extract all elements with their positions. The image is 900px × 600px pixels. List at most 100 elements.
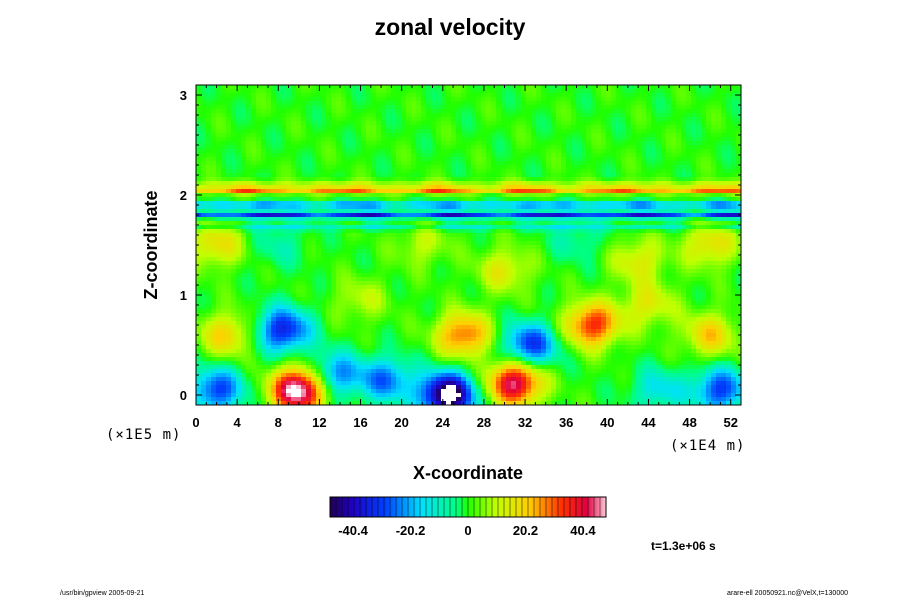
heatmap-cell bbox=[481, 361, 487, 366]
heatmap-cell bbox=[486, 341, 492, 346]
heatmap-cell bbox=[426, 317, 432, 322]
heatmap-cell bbox=[496, 393, 502, 398]
heatmap-cell bbox=[316, 373, 322, 378]
heatmap-cell bbox=[251, 317, 257, 322]
heatmap-cell bbox=[326, 145, 332, 150]
heatmap-cell bbox=[306, 369, 312, 374]
heatmap-cell bbox=[436, 173, 442, 178]
heatmap-cell bbox=[256, 125, 262, 130]
heatmap-cell bbox=[431, 205, 437, 210]
heatmap-cell bbox=[201, 197, 207, 202]
heatmap-cell bbox=[336, 233, 342, 238]
heatmap-cell bbox=[501, 389, 507, 394]
heatmap-cell bbox=[221, 345, 227, 350]
heatmap-cell bbox=[261, 317, 267, 322]
heatmap-cell bbox=[416, 157, 422, 162]
heatmap-cell bbox=[461, 209, 467, 214]
heatmap-cell bbox=[471, 245, 477, 250]
heatmap-cell bbox=[441, 181, 447, 186]
heatmap-cell bbox=[386, 245, 392, 250]
heatmap-cell bbox=[321, 357, 327, 362]
heatmap-cell bbox=[406, 305, 412, 310]
heatmap-cell bbox=[311, 249, 317, 254]
heatmap-cell bbox=[266, 313, 272, 318]
heatmap-cell bbox=[441, 297, 447, 302]
heatmap-cell bbox=[316, 313, 322, 318]
heatmap-cell bbox=[311, 129, 317, 134]
heatmap-cell bbox=[466, 133, 472, 138]
heatmap-cell bbox=[331, 257, 337, 262]
heatmap-cell bbox=[396, 369, 402, 374]
heatmap-cell bbox=[241, 169, 247, 174]
heatmap-cell bbox=[296, 361, 302, 366]
heatmap-cell bbox=[486, 137, 492, 142]
heatmap-cell bbox=[481, 233, 487, 238]
heatmap-cell bbox=[351, 89, 357, 94]
heatmap-cell bbox=[276, 113, 282, 118]
heatmap-cell bbox=[296, 357, 302, 362]
heatmap-cell bbox=[456, 141, 462, 146]
heatmap-cell bbox=[376, 189, 382, 194]
heatmap-cell bbox=[336, 261, 342, 266]
heatmap-cell bbox=[281, 377, 287, 382]
heatmap-cell bbox=[391, 93, 397, 98]
heatmap-cell bbox=[306, 205, 312, 210]
heatmap-cell bbox=[456, 317, 462, 322]
heatmap-cell bbox=[431, 89, 437, 94]
heatmap-cell bbox=[421, 145, 427, 150]
heatmap-cell bbox=[451, 161, 457, 166]
heatmap-cell bbox=[346, 401, 352, 405]
heatmap-cell bbox=[396, 173, 402, 178]
heatmap-cell bbox=[461, 125, 467, 130]
heatmap-cell bbox=[391, 117, 397, 122]
heatmap-cell bbox=[491, 353, 497, 358]
heatmap-cell bbox=[306, 121, 312, 126]
heatmap-cell bbox=[466, 177, 472, 182]
heatmap-cell bbox=[491, 309, 497, 314]
heatmap-cell bbox=[341, 157, 347, 162]
heatmap-cell bbox=[276, 393, 282, 398]
heatmap-cell bbox=[481, 317, 487, 322]
heatmap-cell bbox=[381, 213, 387, 218]
heatmap-cell bbox=[451, 89, 457, 94]
heatmap-cell bbox=[271, 277, 277, 282]
heatmap-cell bbox=[441, 265, 447, 270]
heatmap-cell bbox=[441, 229, 447, 234]
heatmap-cell bbox=[256, 385, 262, 390]
heatmap-cell bbox=[416, 209, 422, 214]
heatmap-cell bbox=[286, 289, 292, 294]
heatmap-cell bbox=[246, 393, 252, 398]
heatmap-cell bbox=[436, 301, 442, 306]
heatmap-cell bbox=[276, 297, 282, 302]
heatmap-cell bbox=[256, 353, 262, 358]
heatmap-cell bbox=[316, 161, 322, 166]
heatmap-cell bbox=[266, 349, 272, 354]
heatmap-cell bbox=[301, 201, 307, 206]
heatmap-cell bbox=[206, 217, 212, 222]
heatmap-cell bbox=[261, 225, 267, 230]
heatmap-cell bbox=[201, 293, 207, 298]
heatmap-cell bbox=[271, 297, 277, 302]
heatmap-cell bbox=[196, 201, 202, 206]
heatmap-cell bbox=[456, 397, 462, 402]
heatmap-cell bbox=[441, 381, 447, 386]
heatmap-cell bbox=[451, 117, 457, 122]
heatmap-cell bbox=[416, 329, 422, 334]
heatmap-cell bbox=[356, 93, 362, 98]
heatmap-cell bbox=[291, 333, 297, 338]
heatmap-cell bbox=[481, 353, 487, 358]
heatmap-cell bbox=[251, 401, 257, 405]
heatmap-cell bbox=[291, 89, 297, 94]
heatmap-cell bbox=[501, 377, 507, 382]
heatmap-cell bbox=[446, 85, 452, 90]
heatmap-cell bbox=[366, 173, 372, 178]
heatmap-cell bbox=[206, 285, 212, 290]
heatmap-cell bbox=[311, 321, 317, 326]
heatmap-cell bbox=[501, 201, 507, 206]
heatmap-cell bbox=[281, 397, 287, 402]
heatmap-cell bbox=[346, 277, 352, 282]
heatmap-cell bbox=[316, 241, 322, 246]
heatmap-cell bbox=[276, 169, 282, 174]
heatmap-cell bbox=[336, 169, 342, 174]
heatmap-cell bbox=[456, 273, 462, 278]
